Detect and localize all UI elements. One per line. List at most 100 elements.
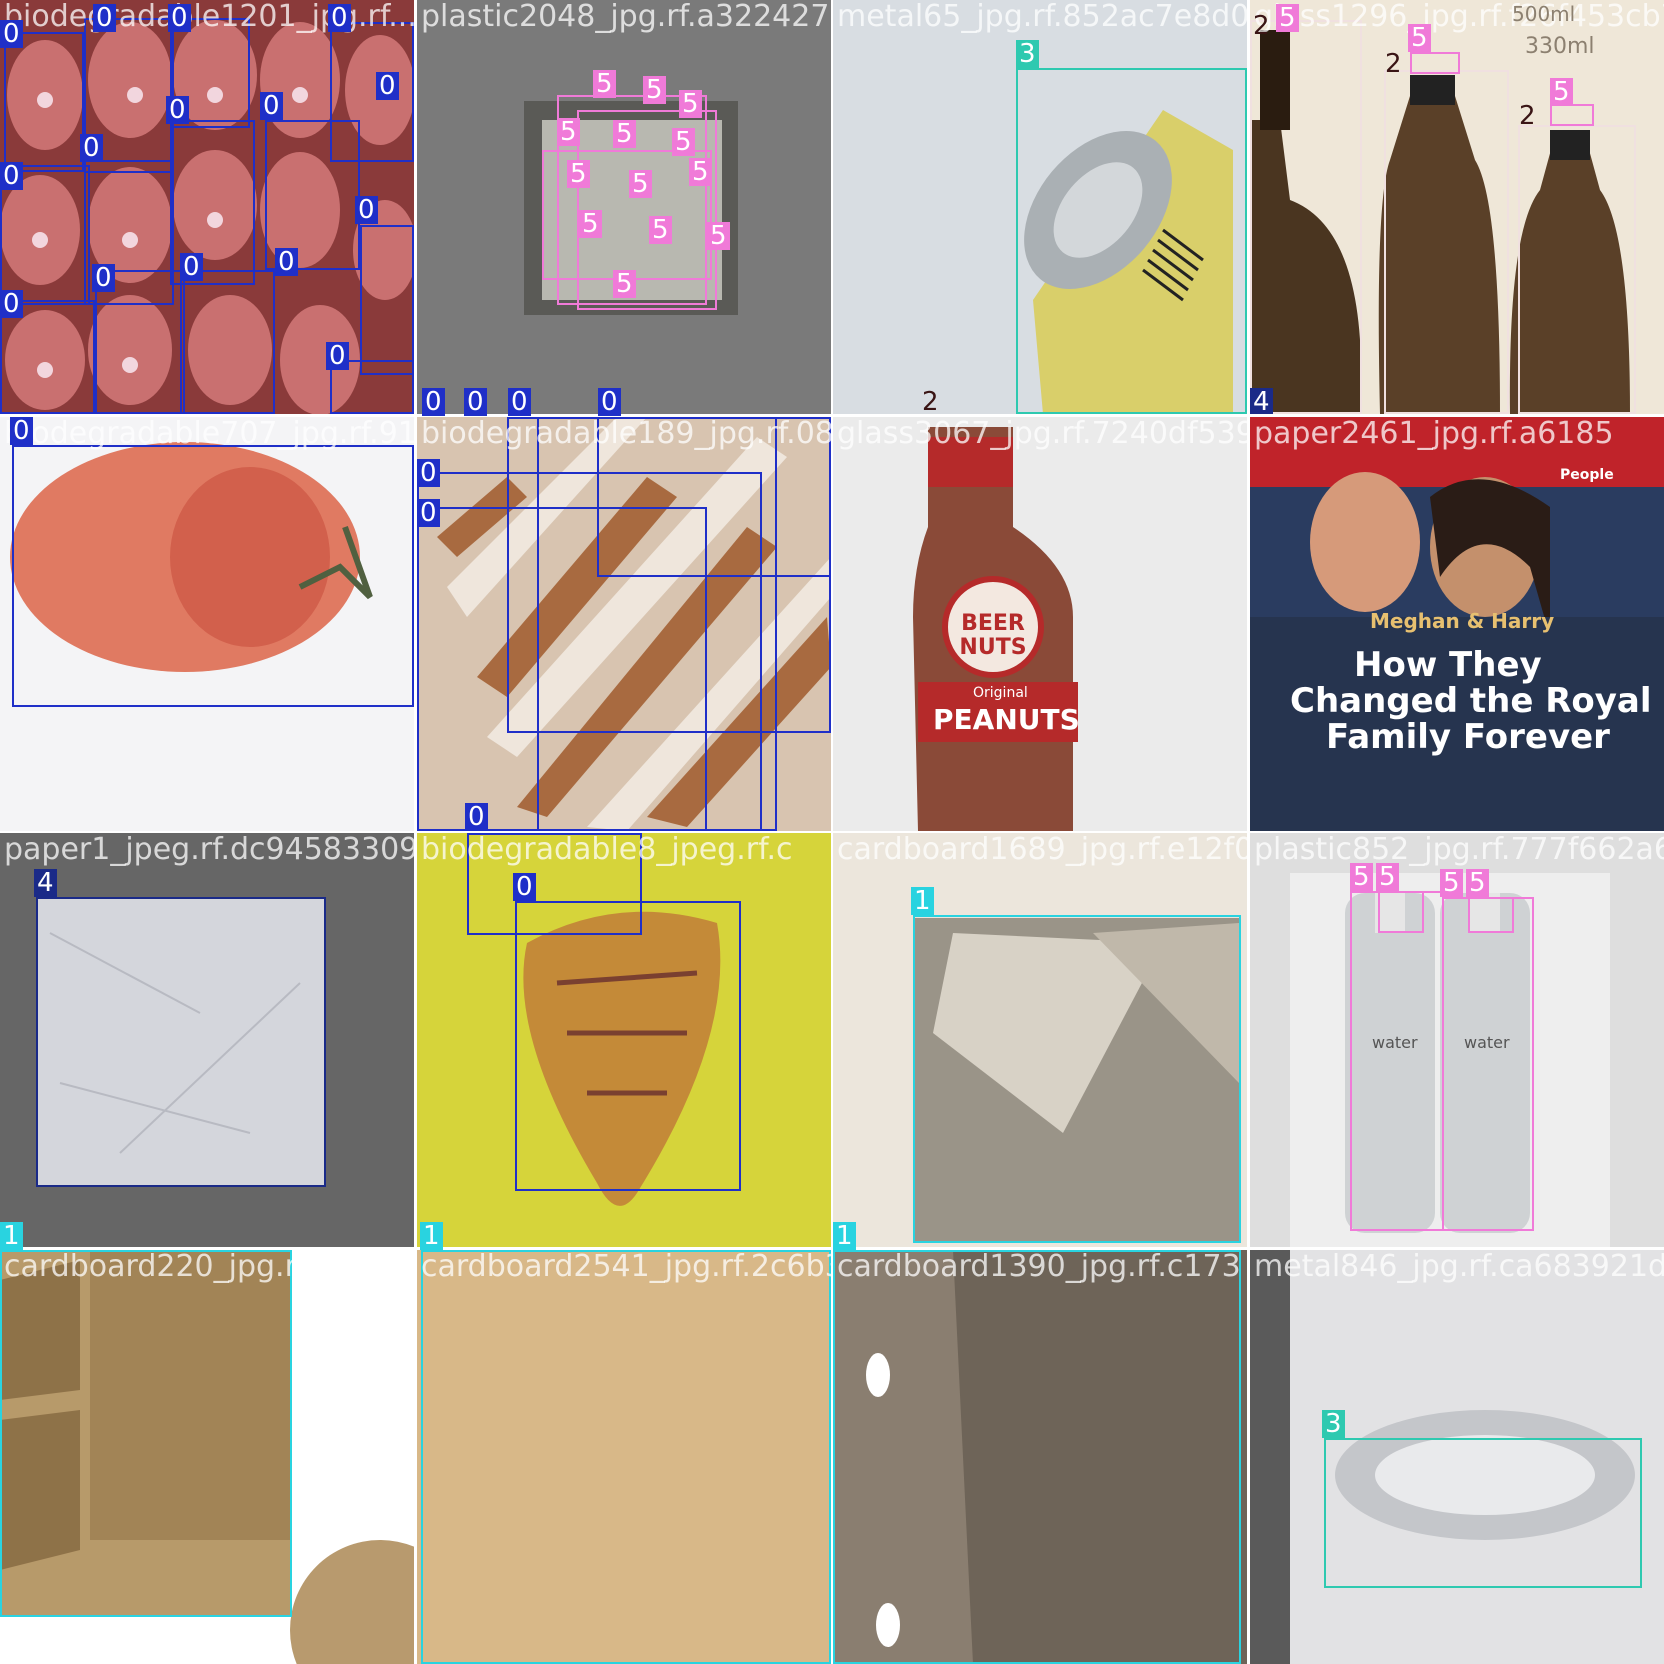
bottle-brand-text: water [1464,1033,1510,1052]
class-label: 3 [1322,1410,1345,1438]
filename-label: biodegradable1201_jpg.rf... [4,0,414,34]
tile-cardboard-corner: cardboard1689_jpg.rf.e12f0f 1 [833,833,1247,1247]
detection-box [95,270,185,414]
class-label: 0 [80,134,103,162]
detection-box [0,165,90,305]
class-label: 4 [1250,388,1273,414]
bottle-volume-print: 500ml [1512,2,1576,26]
class-label: 0 [355,196,378,224]
bottle-brand-text: Original [973,685,1028,701]
detection-box [84,18,174,173]
class-label: 5 [643,76,666,104]
class-label: 0 [464,388,487,416]
class-label: 2 [1519,101,1536,131]
magazine-cover-image [1250,417,1664,831]
tile-water-bottles: plastic852_jpg.rf.777f662a63 water water… [1250,833,1664,1247]
tile-metal-can: metal65_jpg.rf.852ac7e8d0 3 2 [833,0,1247,414]
magazine-brand: People [1560,467,1614,483]
apples-image [0,0,414,414]
detection-box [1410,52,1460,74]
detection-box [170,120,255,285]
class-label: 5 [1550,78,1573,106]
class-label: 3 [1016,40,1039,68]
class-label: 0 [92,264,115,292]
class-label: 0 [10,417,33,445]
filename-label: plastic2048_jpg.rf.a32242779 [421,0,831,34]
class-label: 5 [1440,869,1463,897]
magazine-headline: How They [1354,645,1542,685]
class-label: 5 [1276,4,1299,32]
magazine-headline: Changed the Royal [1290,681,1652,721]
class-label: 0 [168,4,191,32]
filename-label: cardboard1390_jpg.rf.c173 [837,1250,1241,1284]
detection-box [833,1250,1241,1664]
class-label: 5 [672,128,695,156]
tile-plastic-cluster: plastic2048_jpg.rf.a32242779 5 5 5 5 5 5… [417,0,831,414]
filename-label: glass3067_jpg.rf.7240df539 [837,417,1247,451]
detection-box [421,1250,831,1664]
tomato-image [0,417,414,831]
cardboard-flat-image [417,1250,831,1664]
detection-box [84,160,174,305]
filename-label: cardboard2541_jpg.rf.2c6b3 [421,1250,831,1284]
detection-box [330,360,414,414]
tile-magazine-cover: paper2461_jpg.rf.a6185 People Meghan & H… [1250,417,1664,831]
class-label: 0 [0,20,23,48]
class-label: 1 [833,1222,856,1250]
filename-label: cardboard1689_jpg.rf.e12f0f [837,833,1247,867]
detection-box [330,22,414,162]
detection-box [0,1250,292,1617]
detection-box [360,225,414,375]
detection-box [12,445,414,707]
filename-label: plastic852_jpg.rf.777f662a63 [1254,833,1664,867]
magazine-headline: Family Forever [1326,717,1610,757]
detection-box [1442,897,1534,1231]
detection-box [1016,68,1247,414]
class-label: 0 [508,388,531,416]
tile-apples: biodegradable1201_jpg.rf... 0 0 0 0 0 0 … [0,0,414,414]
class-label: 1 [911,887,934,915]
bottle-volume-print: 330ml [1525,34,1595,59]
class-label: 5 [707,222,730,250]
class-label: 5 [1466,869,1489,897]
tile-glass-bottles: glass1296_jpg.rf.f26f453cb76 500ml 330ml… [1250,0,1664,414]
cardboard-corner-image [833,833,1247,1247]
class-label: 0 [275,248,298,276]
tile-carrot: biodegradable8_jpeg.rf.c 0 [417,833,831,1247]
class-label: 5 [1350,863,1373,891]
class-label: 2 [1253,11,1270,41]
class-label: 5 [689,158,712,186]
class-label: 0 [465,803,488,831]
class-label: 0 [166,96,189,124]
class-label: 2 [1385,49,1402,79]
bottle-brand-text: BEER NUTS [959,611,1027,661]
detection-box [1250,20,1362,414]
filename-label: biodegradable8_jpeg.rf.c [421,833,793,867]
class-label: 0 [0,162,23,190]
filename-label: metal65_jpg.rf.852ac7e8d0 [837,0,1247,34]
class-label: 5 [579,210,602,238]
class-label: 4 [34,869,57,897]
detection-box [1384,70,1509,414]
class-label: 2 [922,387,939,414]
detection-box [265,120,360,270]
class-label: 5 [613,120,636,148]
detection-box [913,915,1241,1243]
class-label: 0 [328,4,351,32]
paper-image [0,833,414,1247]
class-label: 1 [0,1222,23,1250]
class-label: 0 [417,499,440,527]
magazine-subhead: Meghan & Harry [1370,609,1555,633]
glass-bottles-image [1250,0,1664,414]
class-label: 0 [417,459,440,487]
class-label: 5 [1408,24,1431,52]
foil-dish-image [1250,1250,1664,1664]
detection-box [537,417,777,831]
class-label: 0 [422,388,445,416]
filename-label: paper1_jpeg.rf.dc94583309e [4,833,414,867]
detection-box [170,18,250,128]
beer-nuts-bottle-image [833,417,1247,831]
class-label: 0 [513,873,536,901]
detection-box [467,833,642,935]
